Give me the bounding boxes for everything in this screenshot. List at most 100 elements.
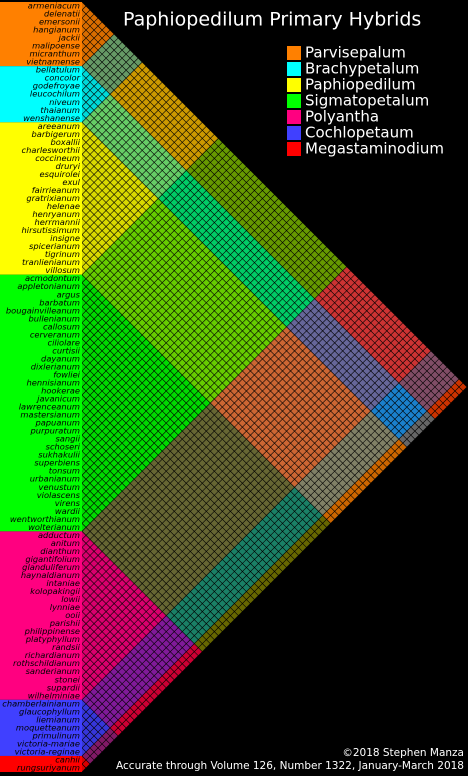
grid-line	[81, 162, 243, 324]
grid-line	[81, 29, 111, 59]
species-name: lowii	[61, 594, 80, 604]
grid-line	[81, 170, 251, 340]
group-band	[0, 274, 82, 532]
grid-line	[81, 98, 179, 195]
grid-line	[81, 90, 424, 432]
species-name: kolopakingii	[30, 586, 81, 596]
grid-line	[81, 587, 175, 680]
grid-line	[81, 302, 383, 604]
pair-block	[210, 326, 371, 488]
species-name: fairrieanum	[32, 185, 80, 195]
grid-line	[81, 94, 175, 187]
species-name: wardii	[55, 506, 81, 516]
pair-block	[82, 615, 195, 728]
species-name: haynaldianum	[21, 570, 80, 580]
grid-line	[81, 25, 107, 51]
credit: ©2018 Stephen Manza	[342, 747, 464, 759]
grid-line	[81, 382, 464, 765]
grid-line	[81, 763, 87, 769]
grid-line	[81, 683, 127, 729]
species-name: hirsutissimum	[22, 225, 81, 235]
species-name: concolor	[45, 73, 81, 83]
group-band	[0, 66, 82, 123]
species-name: moquetteanum	[16, 722, 80, 732]
pair-block	[82, 755, 91, 772]
species-name: druryi	[55, 161, 80, 171]
pair-block	[82, 699, 111, 756]
species-name: emersonii	[39, 17, 81, 27]
grid-line	[81, 49, 131, 99]
species-name: acmodontum	[25, 273, 80, 283]
group-band	[0, 122, 82, 275]
grid-line	[81, 198, 279, 396]
grid-line	[81, 86, 167, 171]
group-band	[0, 2, 82, 67]
grid-line	[81, 330, 303, 552]
species-name: herrmannii	[35, 217, 81, 227]
species-name: tonsum	[49, 466, 80, 476]
species-name: violascens	[37, 490, 81, 500]
grid-line	[81, 699, 119, 737]
grid-line	[81, 210, 291, 420]
legend-swatch	[287, 110, 301, 124]
grid-line	[81, 9, 464, 392]
species-name: urbanianum	[30, 474, 80, 484]
grid-line	[81, 342, 424, 684]
grid-line	[81, 386, 468, 773]
grid-line	[81, 458, 239, 616]
legend-label: Cochlopetaum	[305, 124, 414, 142]
grid-line	[81, 294, 375, 588]
grid-line	[81, 138, 400, 456]
species-name: schoseri	[46, 442, 81, 452]
species-name: superbiens	[34, 458, 80, 468]
grid-line	[81, 290, 371, 580]
grid-line	[81, 507, 215, 640]
species-name: canhii	[55, 754, 80, 764]
grid-line	[81, 13, 95, 27]
grid-line	[81, 118, 199, 235]
grid-line	[81, 126, 207, 251]
grid-line	[81, 5, 87, 11]
title: Paphiopedilum Primary Hybrids	[123, 9, 421, 31]
grid-line	[81, 310, 392, 620]
grid-line	[81, 378, 460, 757]
grid-line	[81, 266, 335, 520]
grid-line	[81, 182, 263, 364]
species-name: tigrinum	[45, 249, 80, 259]
grid-line	[81, 110, 191, 219]
grid-line	[81, 37, 119, 75]
grid-line	[81, 186, 267, 372]
grid-line	[81, 278, 359, 556]
grid-line	[81, 394, 271, 584]
species-name: primulinum	[31, 730, 80, 740]
grid-line	[81, 33, 115, 67]
species-name: victoria-reginae	[15, 746, 80, 756]
grid-line	[81, 250, 331, 500]
species-name: parishii	[49, 618, 81, 628]
species-name: sanderianum	[26, 666, 80, 676]
grid-line	[81, 122, 203, 243]
grid-line	[81, 747, 95, 761]
species-name: bougainvilleanum	[6, 305, 80, 315]
grid-line	[81, 114, 195, 227]
grid-line	[81, 61, 143, 123]
grid-line	[81, 619, 159, 697]
grid-line	[81, 138, 219, 275]
species-name: gigantifolium	[25, 554, 80, 564]
grid-line	[81, 523, 207, 648]
grid-line	[81, 250, 343, 512]
species-name: callosum	[43, 321, 80, 331]
species-name: ciliolare	[48, 337, 80, 347]
species-name: liemianum	[36, 714, 80, 724]
grid-line	[81, 314, 311, 544]
grid-line	[81, 226, 307, 452]
grid-line	[81, 234, 315, 468]
grid-line	[81, 190, 271, 380]
species-name: delenatii	[44, 9, 81, 19]
grid-line	[81, 122, 408, 448]
grid-line	[81, 134, 215, 267]
grid-line	[81, 651, 143, 713]
species-name: richardianum	[25, 650, 80, 660]
species-name: wentworthianum	[10, 514, 80, 524]
species-name: philippinense	[24, 626, 80, 636]
